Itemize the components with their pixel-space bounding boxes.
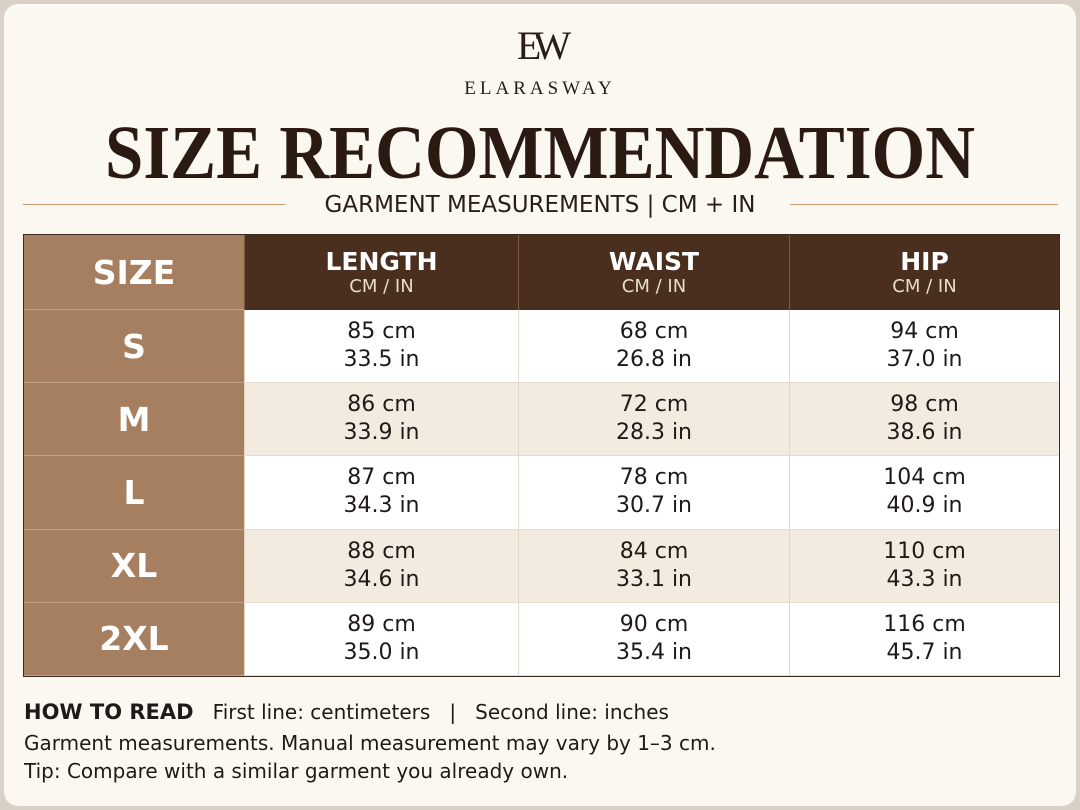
- inch-value: 35.4 in: [615, 639, 693, 665]
- cm-value: 89 cm: [347, 611, 416, 637]
- inch-value: 37.0 in: [886, 347, 963, 373]
- column-unit: CM / IN: [892, 275, 957, 297]
- cm-value: 94 cm: [890, 319, 959, 345]
- rule-left: [23, 204, 285, 205]
- cm-value: 72 cm: [619, 392, 689, 418]
- inch-value: 43.3 in: [886, 566, 963, 592]
- notes-legend: First line: centimeters | Second line: i…: [212, 700, 669, 724]
- rule-right: [790, 204, 1058, 205]
- measure-cell: 88 cm 34.6 in: [244, 529, 518, 603]
- measure-cell: 84 cm 33.1 in: [518, 529, 789, 603]
- cm-value: 104 cm: [883, 465, 966, 491]
- inch-value: 28.3 in: [615, 420, 693, 446]
- notes-heading: HOW TO READ: [24, 700, 194, 724]
- inch-value: 40.9 in: [886, 493, 963, 519]
- title-box: SIZE RECOMMENDATION: [105, 112, 975, 188]
- subtitle: GARMENT MEASUREMENTS | CM + IN: [324, 192, 756, 218]
- note-line: Garment measurements. Manual measurement…: [24, 731, 716, 755]
- measure-cell: 98 cm 38.6 in: [789, 383, 1059, 457]
- inch-value: 34.6 in: [343, 566, 420, 592]
- inch-value: 45.7 in: [886, 639, 963, 665]
- note-line: Tip: Compare with a similar garment you …: [24, 759, 569, 783]
- cm-value: 86 cm: [347, 392, 416, 418]
- measure-cell: 110 cm 43.3 in: [789, 529, 1059, 603]
- size-label: S: [24, 310, 244, 384]
- size-label: XL: [24, 529, 244, 603]
- measure-cell: 116 cm 45.7 in: [789, 602, 1059, 676]
- inch-value: 33.5 in: [343, 347, 420, 373]
- column-unit: CM / IN: [349, 275, 414, 297]
- cm-value: 78 cm: [619, 465, 689, 491]
- size-label: 2XL: [24, 602, 244, 676]
- size-label: M: [24, 383, 244, 457]
- title: SIZE RECOMMENDATION: [105, 112, 975, 188]
- column-name: LENGTH: [325, 246, 438, 276]
- legend-line: HOW TO READ First line: centimeters | Se…: [24, 700, 669, 724]
- cm-value: 98 cm: [890, 392, 959, 418]
- measure-cell: 89 cm 35.0 in: [244, 602, 518, 676]
- measure-cell: 94 cm 37.0 in: [789, 310, 1059, 384]
- cm-value: 90 cm: [619, 611, 689, 637]
- cm-value: 84 cm: [619, 538, 689, 564]
- inch-value: 30.7 in: [615, 493, 693, 519]
- cm-value: 87 cm: [347, 465, 416, 491]
- measure-cell: 90 cm 35.4 in: [518, 602, 789, 676]
- card: EW ELARASWAY SIZE RECOMMENDATION GARMENT…: [4, 4, 1076, 806]
- inch-value: 34.3 in: [343, 493, 420, 519]
- cm-value: 110 cm: [883, 538, 966, 564]
- measure-cell: 86 cm 33.9 in: [244, 383, 518, 457]
- corner-header: SIZE: [24, 235, 244, 310]
- cm-value: 88 cm: [347, 538, 416, 564]
- size-label: L: [24, 456, 244, 530]
- inch-value: 35.0 in: [343, 639, 420, 665]
- column-name: HIP: [900, 246, 949, 276]
- column-name: WAIST: [608, 246, 700, 276]
- cm-value: 116 cm: [883, 611, 966, 637]
- measure-cell: 85 cm 33.5 in: [244, 310, 518, 384]
- brand-monogram: EW: [516, 23, 571, 68]
- measure-cell: 68 cm 26.8 in: [518, 310, 789, 384]
- cm-value: 68 cm: [619, 319, 689, 345]
- inch-value: 38.6 in: [886, 420, 963, 446]
- inch-value: 33.9 in: [343, 420, 420, 446]
- column-unit: CM / IN: [621, 275, 687, 297]
- size-table: SIZE LENGTH CM / IN WAIST CM / IN HIP CM / IN S…: [23, 234, 1060, 677]
- measure-cell: 87 cm 34.3 in: [244, 456, 518, 530]
- column-header: HIP CM / IN: [789, 235, 1059, 310]
- measure-cell: 72 cm 28.3 in: [518, 383, 789, 457]
- column-header: LENGTH CM / IN: [244, 235, 518, 310]
- cm-value: 85 cm: [347, 319, 416, 345]
- inch-value: 26.8 in: [615, 347, 693, 373]
- inch-value: 33.1 in: [615, 566, 693, 592]
- measure-cell: 78 cm 30.7 in: [518, 456, 789, 530]
- column-header: WAIST CM / IN: [518, 235, 789, 310]
- brand-name: ELARASWAY: [464, 78, 616, 99]
- measure-cell: 104 cm 40.9 in: [789, 456, 1059, 530]
